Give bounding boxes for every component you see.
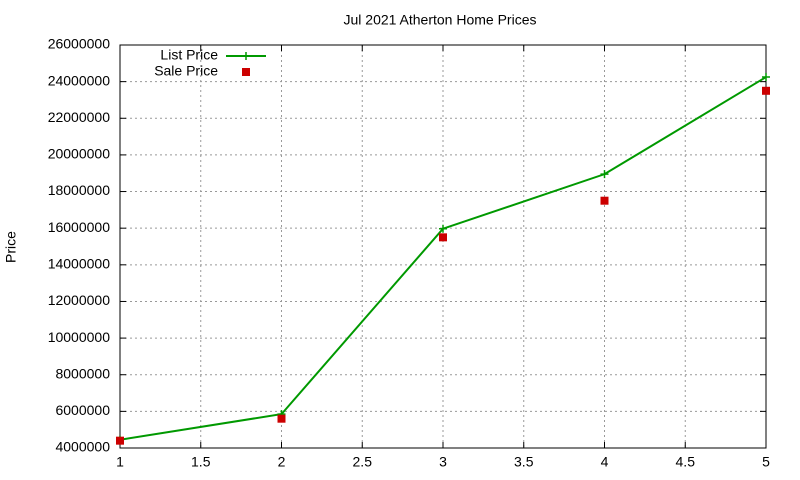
y-tick-label: 6000000 <box>55 402 110 418</box>
legend-swatch <box>242 68 250 76</box>
y-tick-label: 12000000 <box>48 292 111 308</box>
y-tick-label: 16000000 <box>48 219 111 235</box>
y-axis-label: Price <box>3 231 19 263</box>
x-tick-label: 1 <box>116 454 124 470</box>
y-tick-label: 20000000 <box>48 146 111 162</box>
x-tick-label: 1.5 <box>191 454 211 470</box>
x-tick-label: 3 <box>439 454 447 470</box>
chart-title: Jul 2021 Atherton Home Prices <box>344 12 537 28</box>
point-marker <box>277 414 286 423</box>
y-tick-label: 24000000 <box>48 72 111 88</box>
plot-frame <box>119 44 767 449</box>
y-tick-label: 10000000 <box>48 329 111 345</box>
point-marker <box>600 170 609 179</box>
y-tick-label: 14000000 <box>48 256 111 272</box>
x-tick-label: 5 <box>762 454 770 470</box>
y-tick-label: 22000000 <box>48 109 111 125</box>
y-tick-label: 4000000 <box>55 439 110 455</box>
legend-swatch <box>242 52 250 60</box>
point-marker <box>116 436 124 445</box>
point-marker <box>439 233 447 242</box>
x-tick-label: 2.5 <box>353 454 373 470</box>
x-tick-label: 3.5 <box>514 454 534 470</box>
y-tick-label: 26000000 <box>48 36 111 52</box>
point-marker <box>439 224 447 233</box>
x-tick-label: 4 <box>601 454 609 470</box>
point-marker <box>762 73 770 82</box>
y-tick-label: 8000000 <box>55 365 110 381</box>
x-tick-label: 4.5 <box>676 454 696 470</box>
legend-label: List Price <box>160 47 218 63</box>
x-tick-label: 2 <box>278 454 286 470</box>
point-marker <box>762 86 770 95</box>
point-marker <box>600 196 609 205</box>
y-tick-label: 18000000 <box>48 182 111 198</box>
legend-label: Sale Price <box>154 63 218 79</box>
